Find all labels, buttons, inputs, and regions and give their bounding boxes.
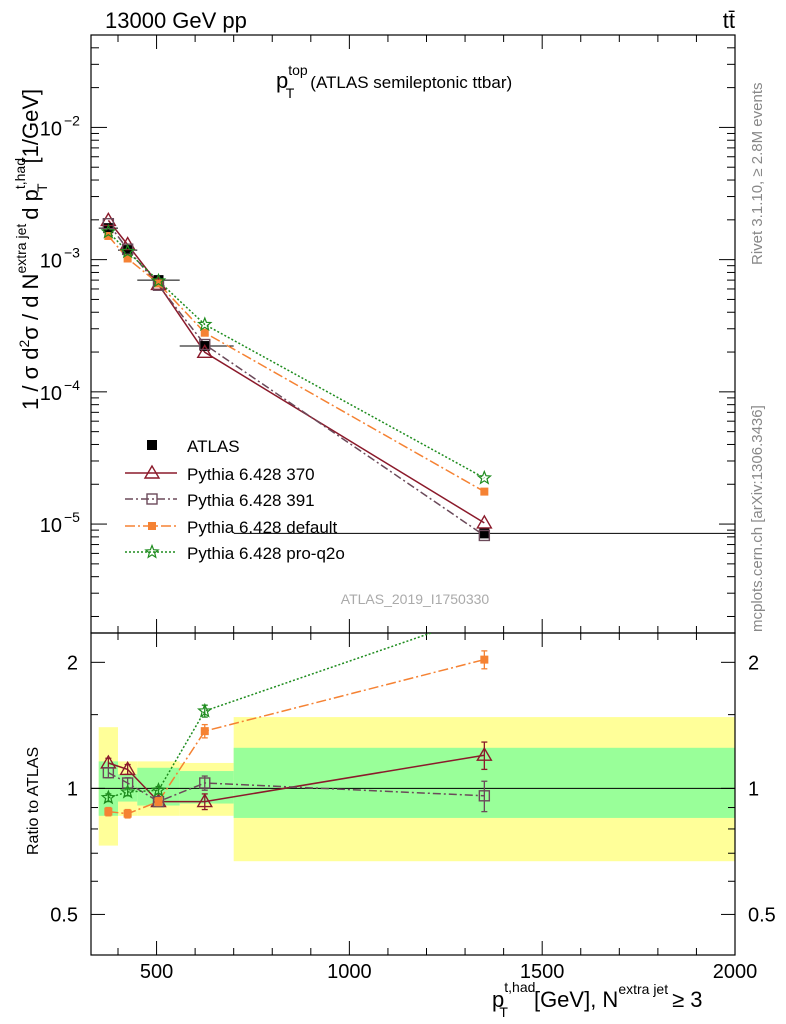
- ratio-x-tick-label: 1000: [327, 961, 372, 983]
- analysis-id-label: ATLAS_2019_I1750330: [341, 591, 490, 607]
- marker-2-3: [199, 338, 211, 351]
- main-series-group: [98, 212, 735, 542]
- series-line-3: [107, 235, 485, 493]
- legend-label-4: Pythia 6.428 pro-q2o: [187, 544, 345, 563]
- main-y-tick-exponent: −4: [64, 377, 80, 393]
- ratio-marker-2-3: [200, 727, 209, 736]
- ratio-x-tick-label: 500: [140, 961, 173, 983]
- legend: ATLAS Pythia 6.428 370 Pythia 6.428 391 Pyt…: [125, 437, 345, 563]
- legend-label-1: Pythia 6.428 370: [187, 465, 315, 484]
- ratio-marker-0-1: [119, 761, 136, 776]
- ratio-x-tick-label: 1500: [520, 961, 565, 983]
- main-y-tick-label: 10: [40, 515, 62, 537]
- legend-label-3: Pythia 6.428 default: [187, 518, 338, 537]
- ratio-marker-1-4: [478, 790, 491, 802]
- ratio-marker-3-1: [119, 783, 136, 799]
- ratio-marker-2-4: [480, 655, 489, 664]
- ratio-marker-2-2: [154, 797, 163, 806]
- legend-marker-1: [143, 464, 161, 479]
- marker-4-2: [150, 272, 167, 288]
- marker-3-4: [480, 487, 489, 496]
- marker-2-4: [478, 529, 491, 542]
- legend-marker-3: [148, 522, 156, 530]
- main-y-tick-label: 10: [40, 383, 62, 405]
- x-axis-label: pt,had T [GeV], Nextra jet ≥ 3: [492, 979, 703, 1020]
- main-y-tick-exponent: −5: [64, 509, 80, 525]
- ratio-y-tick-label-left: 2: [67, 652, 78, 674]
- ratio-series-group: [100, 608, 493, 819]
- process-label: tt̄: [723, 8, 735, 33]
- marker-2-0: [102, 217, 115, 230]
- marker-3-1: [123, 254, 132, 263]
- ratio-y-tick-label-right: 2: [748, 652, 759, 674]
- ratio-marker-1-2: [152, 795, 165, 808]
- ratio-marker-3-3: [197, 702, 213, 718]
- ratio-x-tick-label: 2000: [713, 961, 758, 983]
- main-y-tick-exponent: −3: [64, 245, 80, 261]
- ratio-y-tick-label-left: 0.5: [50, 904, 78, 926]
- marker-1-4: [476, 514, 493, 529]
- marker-0-4: [479, 528, 490, 539]
- credit-label: mcplots.cern.ch [arXiv:1306.3436]: [749, 405, 766, 632]
- energy-label: 13000 GeV pp: [105, 8, 247, 33]
- marker-4-4: [476, 469, 493, 485]
- legend-marker-0: [147, 440, 157, 450]
- ratio-y-tick-label-left: 1: [67, 778, 78, 800]
- marker-4-0: [100, 223, 117, 239]
- legend-marker-4: [144, 543, 160, 559]
- ratio-marker-1-3: [199, 777, 211, 789]
- ratio-y-tick-label-right: 1: [748, 778, 759, 800]
- ratio-marker-3-0: [100, 789, 117, 805]
- legend-label-0: ATLAS: [187, 437, 240, 456]
- marker-3-0: [104, 231, 113, 240]
- main-y-tick-exponent: −2: [64, 112, 80, 128]
- marker-4-3: [197, 316, 213, 332]
- ratio-marker-3-4: [478, 608, 490, 620]
- main-y-tick-label: 10: [40, 251, 62, 273]
- ratio-uncertainty-bands: [98, 717, 735, 862]
- ratio-marker-0-4: [476, 746, 493, 761]
- ratio-marker-0-3: [196, 793, 213, 808]
- ratio-marker-2-0: [104, 807, 113, 816]
- ratio-marker-2-1: [123, 809, 132, 818]
- main-y-tick-label: 10: [40, 118, 62, 140]
- series-line-2: [107, 223, 485, 537]
- ratio-panel-frame: [90, 632, 736, 956]
- plot-title: ptop T(ATLAS semileptonic ttbar): [276, 62, 512, 101]
- ratio-line-3: [108, 633, 434, 799]
- marker-3-3: [200, 328, 209, 337]
- series-line-4: [107, 231, 485, 479]
- ratio-marker-1-0: [102, 767, 115, 779]
- ratio-marker-3-2: [150, 782, 167, 797]
- marker-1-3: [196, 343, 213, 359]
- main-y-axis-label: 1 / σ d2σ / d Nextra jetd pt,had T[1/GeV]: [12, 89, 50, 410]
- marker-4-1: [119, 243, 136, 259]
- ratio-y-tick-label-right: 0.5: [748, 904, 776, 926]
- ratio-y-axis-label: Ratio to ATLAS: [25, 747, 42, 855]
- legend-label-2: Pythia 6.428 391: [187, 491, 315, 510]
- rivet-version-label: Rivet 3.1.10, ≥ 2.8M events: [749, 83, 766, 266]
- legend-marker-2: [146, 493, 158, 505]
